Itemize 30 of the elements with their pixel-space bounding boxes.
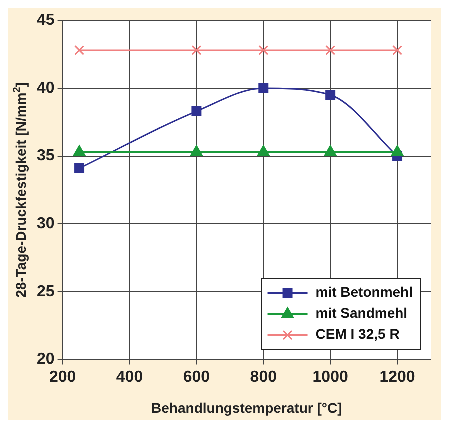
point [392,145,404,156]
y-tick-label: 45 [37,12,55,30]
point [192,45,202,56]
y-tick-label: 30 [37,216,55,233]
legend-label: mit Sandmehl [316,305,408,322]
y-tick-label: 20 [37,351,55,368]
point [258,145,270,156]
point [392,45,403,56]
legend-label: mit Betonmehl [316,284,414,300]
point [74,45,85,56]
y-axis-title: 28-Tage-Druckfestigkeit [N/mm2] [12,82,29,298]
legend-label: CEM I 32,5 R [316,326,400,342]
point [326,90,336,100]
x-tick-label: 400 [116,368,144,386]
point [190,145,203,156]
x-tick-label: 1200 [380,368,416,386]
point [326,45,336,56]
y-tick-label: 25 [37,283,55,300]
point [258,45,269,56]
x-tick-label: 1000 [312,368,348,386]
point [74,145,86,156]
x-axis-title: Behandlungstemperatur [°C] [152,400,342,416]
x-tick-label: 800 [250,368,278,386]
y-tick-label: 40 [37,80,55,97]
point [324,145,337,156]
y-tick-label: 35 [37,148,55,165]
x-tick-label: 200 [49,368,76,386]
point [258,83,269,94]
point [192,106,202,116]
x-tick-label: 600 [183,368,210,386]
